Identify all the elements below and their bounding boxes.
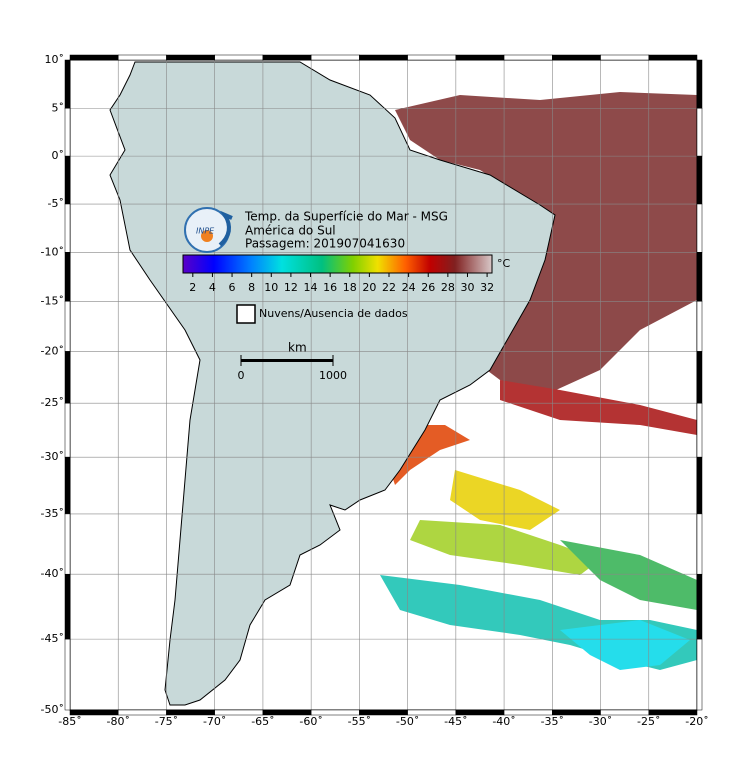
lon-tick-label: -85˚ (58, 715, 81, 728)
frame-bar (696, 108, 703, 157)
nodata-label: Nuvens/Ausencia de dados (259, 307, 408, 320)
frame-bar (696, 573, 703, 640)
frame-bar (696, 351, 703, 404)
frame-bar (310, 54, 360, 61)
lat-tick-label: -5˚ (48, 197, 64, 210)
logo: INPE (184, 207, 233, 253)
colorbar-tick-label: 22 (382, 281, 396, 294)
frame-bar (696, 638, 703, 711)
colorbar-tick-label: 18 (343, 281, 357, 294)
colorbar-tick-label: 26 (421, 281, 435, 294)
frame-bar (64, 456, 71, 515)
lon-tick-label: -50˚ (396, 715, 419, 728)
frame-bar (64, 513, 71, 575)
frame-bar (696, 59, 703, 109)
frame-bar (262, 54, 312, 61)
colorbar-tick-label: 14 (304, 281, 318, 294)
frame-bar (600, 54, 650, 61)
frame-bar (648, 709, 698, 716)
lon-tick-label: -35˚ (541, 715, 564, 728)
lat-tick-label: -50˚ (41, 703, 64, 716)
colorbar-tick-label: 6 (229, 281, 236, 294)
lat-tick-label: -40˚ (41, 567, 64, 580)
lat-tick-label: -45˚ (41, 632, 64, 645)
frame-bar (214, 54, 264, 61)
frame-bar (696, 252, 703, 302)
lat-tick-label: -10˚ (41, 245, 64, 258)
lon-tick-label: -55˚ (348, 715, 371, 728)
colorbar (182, 254, 493, 274)
lat-tick-label: -35˚ (41, 507, 64, 520)
frame-bar (696, 456, 703, 515)
frame-bar (696, 301, 703, 352)
title-line: Passagem: 201907041630 (245, 237, 405, 251)
lat-tick-label: -25˚ (41, 396, 64, 409)
lon-tick-label: -45˚ (444, 715, 467, 728)
frame-bar (696, 513, 703, 575)
colorbar-tick-label: 28 (441, 281, 455, 294)
lon-tick-label: -20˚ (685, 715, 708, 728)
colorbar-tick-label: 32 (480, 281, 494, 294)
lat-tick-label: -20˚ (41, 344, 64, 357)
scale-bar: 0 1000 (238, 355, 347, 382)
frame-bar (64, 301, 71, 352)
frame-bar (64, 402, 71, 458)
frame-bar (64, 155, 71, 205)
lon-tick-label: -80˚ (106, 715, 129, 728)
frame-bar (166, 54, 215, 61)
frame-bar (696, 402, 703, 458)
colorbar-tick-label: 10 (264, 281, 278, 294)
scale-line (241, 359, 333, 362)
colorbar-tick-label: 20 (362, 281, 376, 294)
colorbar-tick-label: 16 (323, 281, 337, 294)
title-line: Temp. da Superfície do Mar - MSG (244, 210, 448, 224)
scale-tick-label: 1000 (319, 369, 347, 382)
lon-tick-label: -25˚ (637, 715, 660, 728)
lon-tick-label: -30˚ (589, 715, 612, 728)
frame-bars (64, 54, 703, 716)
frame-bar (64, 59, 71, 109)
frame-bar (69, 54, 119, 61)
lon-tick-label: -70˚ (203, 715, 226, 728)
logo-text: INPE (196, 227, 215, 236)
colorbar-tick-label: 24 (402, 281, 416, 294)
lat-tick-label: 0˚ (52, 149, 65, 162)
frame-bar (64, 638, 71, 711)
frame-bar (552, 54, 601, 61)
frame-bar (696, 155, 703, 205)
lon-tick-label: -60˚ (299, 715, 322, 728)
frame-bar (64, 108, 71, 157)
nodata-swatch (236, 304, 256, 324)
lon-tick-label: -75˚ (155, 715, 178, 728)
frame-bar (359, 54, 408, 61)
frame-bar (64, 252, 71, 302)
title-line: América do Sul (245, 224, 336, 238)
colorbar-tick-label: 2 (189, 281, 196, 294)
frame-bar (407, 54, 457, 61)
colorbar-tick-label: 4 (209, 281, 216, 294)
scale-tick-label: 0 (238, 369, 245, 382)
colorbar-tick-label: 30 (460, 281, 474, 294)
colorbar-tick-label: 12 (284, 281, 298, 294)
frame-bar (64, 203, 71, 253)
frame-bar (64, 351, 71, 404)
lon-tick-label: -40˚ (492, 715, 515, 728)
lat-tick-label: 5˚ (52, 101, 65, 114)
lon-tick-label: -65˚ (251, 715, 274, 728)
lat-tick-label: 10˚ (45, 53, 65, 66)
lat-tick-label: -15˚ (41, 294, 64, 307)
frame-bar (64, 573, 71, 640)
frame-bar (455, 54, 505, 61)
colorbar-tick-label: 8 (248, 281, 255, 294)
scale-unit: km (288, 341, 307, 355)
lat-tick-label: -30˚ (41, 450, 64, 463)
frame-bar (117, 54, 167, 61)
frame-bar (503, 54, 553, 61)
colorbar-unit: °C (497, 257, 511, 270)
frame-bar (648, 54, 698, 61)
frame-bar (696, 203, 703, 253)
